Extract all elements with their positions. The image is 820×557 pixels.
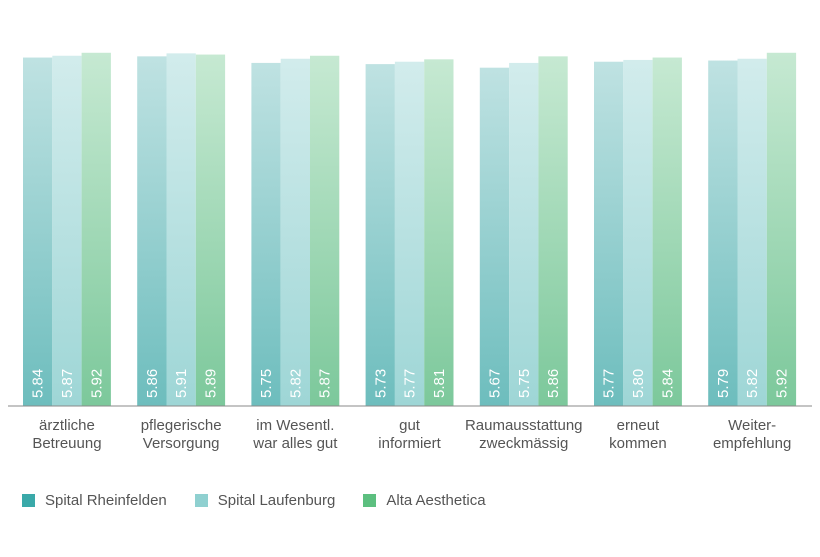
category-label: Weiter- [728, 417, 776, 434]
value-label: 5.80 [630, 369, 647, 398]
value-label: 5.87 [317, 369, 334, 398]
category-label: im Wesentl. [256, 417, 334, 434]
bar-1-cat-7 [708, 60, 738, 406]
bar-1-cat-6 [594, 61, 624, 407]
category-label: war alles gut [252, 435, 338, 452]
category-label: kommen [609, 435, 667, 452]
bar-2-cat-4 [394, 61, 425, 407]
value-label: 5.89 [202, 369, 219, 398]
bar-2-cat-3 [280, 58, 310, 407]
legend-item-laufenburg: Spital Laufenburg [194, 492, 336, 509]
category-label: Raumausstattung [465, 417, 583, 434]
legend-label-alta-aesthetica: Alta Aesthetica [386, 492, 486, 509]
value-label: 5.86 [144, 369, 161, 398]
legend-swatch-laufenburg [194, 494, 208, 507]
value-label: 5.79 [715, 369, 732, 398]
bar-1-cat-5 [479, 67, 510, 406]
bar-2-cat-6 [623, 59, 653, 406]
value-label: 5.77 [601, 369, 618, 398]
bar-3-cat-1 [81, 52, 111, 406]
bar-3-cat-3 [310, 55, 340, 407]
value-label: 5.75 [258, 369, 275, 398]
category-label: pflegerische [141, 417, 222, 434]
legend-swatch-alta-aesthetica [363, 494, 377, 507]
bar-3-cat-5 [538, 56, 568, 406]
bar-2-cat-5 [509, 62, 539, 407]
bar-1-cat-3 [251, 62, 281, 407]
value-label: 5.77 [402, 369, 419, 398]
value-label: 5.87 [59, 369, 76, 398]
legend-label-laufenburg: Spital Laufenburg [217, 492, 336, 509]
bar-2-cat-7 [737, 58, 767, 407]
category-label: Betreuung [32, 435, 101, 452]
category-label: empfehlung [713, 435, 791, 452]
bar-3-cat-4 [424, 59, 454, 406]
bar-2-cat-2 [166, 53, 196, 407]
category-label: zweckmässig [479, 435, 568, 452]
bar-2-cat-1 [52, 55, 82, 407]
value-label: 5.84 [659, 369, 676, 398]
legend-swatch-rheinfelden [22, 494, 35, 507]
value-label: 5.91 [173, 369, 190, 398]
value-label: 5.67 [486, 369, 503, 398]
category-label: erneut [617, 417, 660, 434]
value-label: 5.86 [545, 369, 562, 398]
bar-1-cat-4 [365, 64, 395, 407]
legend-label-rheinfelden: Spital Rheinfelden [45, 492, 167, 509]
value-label: 5.84 [30, 369, 47, 398]
bar-1-cat-2 [137, 56, 167, 406]
value-label: 5.81 [431, 369, 448, 398]
value-label: 5.82 [287, 369, 304, 398]
value-label: 5.82 [744, 369, 761, 398]
value-label: 5.92 [88, 369, 105, 398]
bar-3-cat-2 [195, 54, 226, 407]
bar-3-cat-7 [766, 52, 797, 406]
legend: Spital Rheinfelden Spital Laufenburg Alt… [22, 492, 486, 509]
value-label: 5.73 [372, 369, 389, 398]
category-label: Versorgung [143, 435, 220, 452]
bar-3-cat-6 [652, 57, 682, 407]
category-label: ärztliche [39, 417, 95, 434]
category-label: informiert [378, 435, 441, 452]
value-label: 5.75 [516, 369, 533, 398]
legend-item-alta-aesthetica: Alta Aesthetica [363, 492, 486, 509]
legend-item-rheinfelden: Spital Rheinfelden [22, 492, 167, 509]
category-label: gut [399, 417, 421, 434]
bar-1-cat-1 [23, 57, 53, 407]
value-label: 5.92 [773, 369, 790, 398]
